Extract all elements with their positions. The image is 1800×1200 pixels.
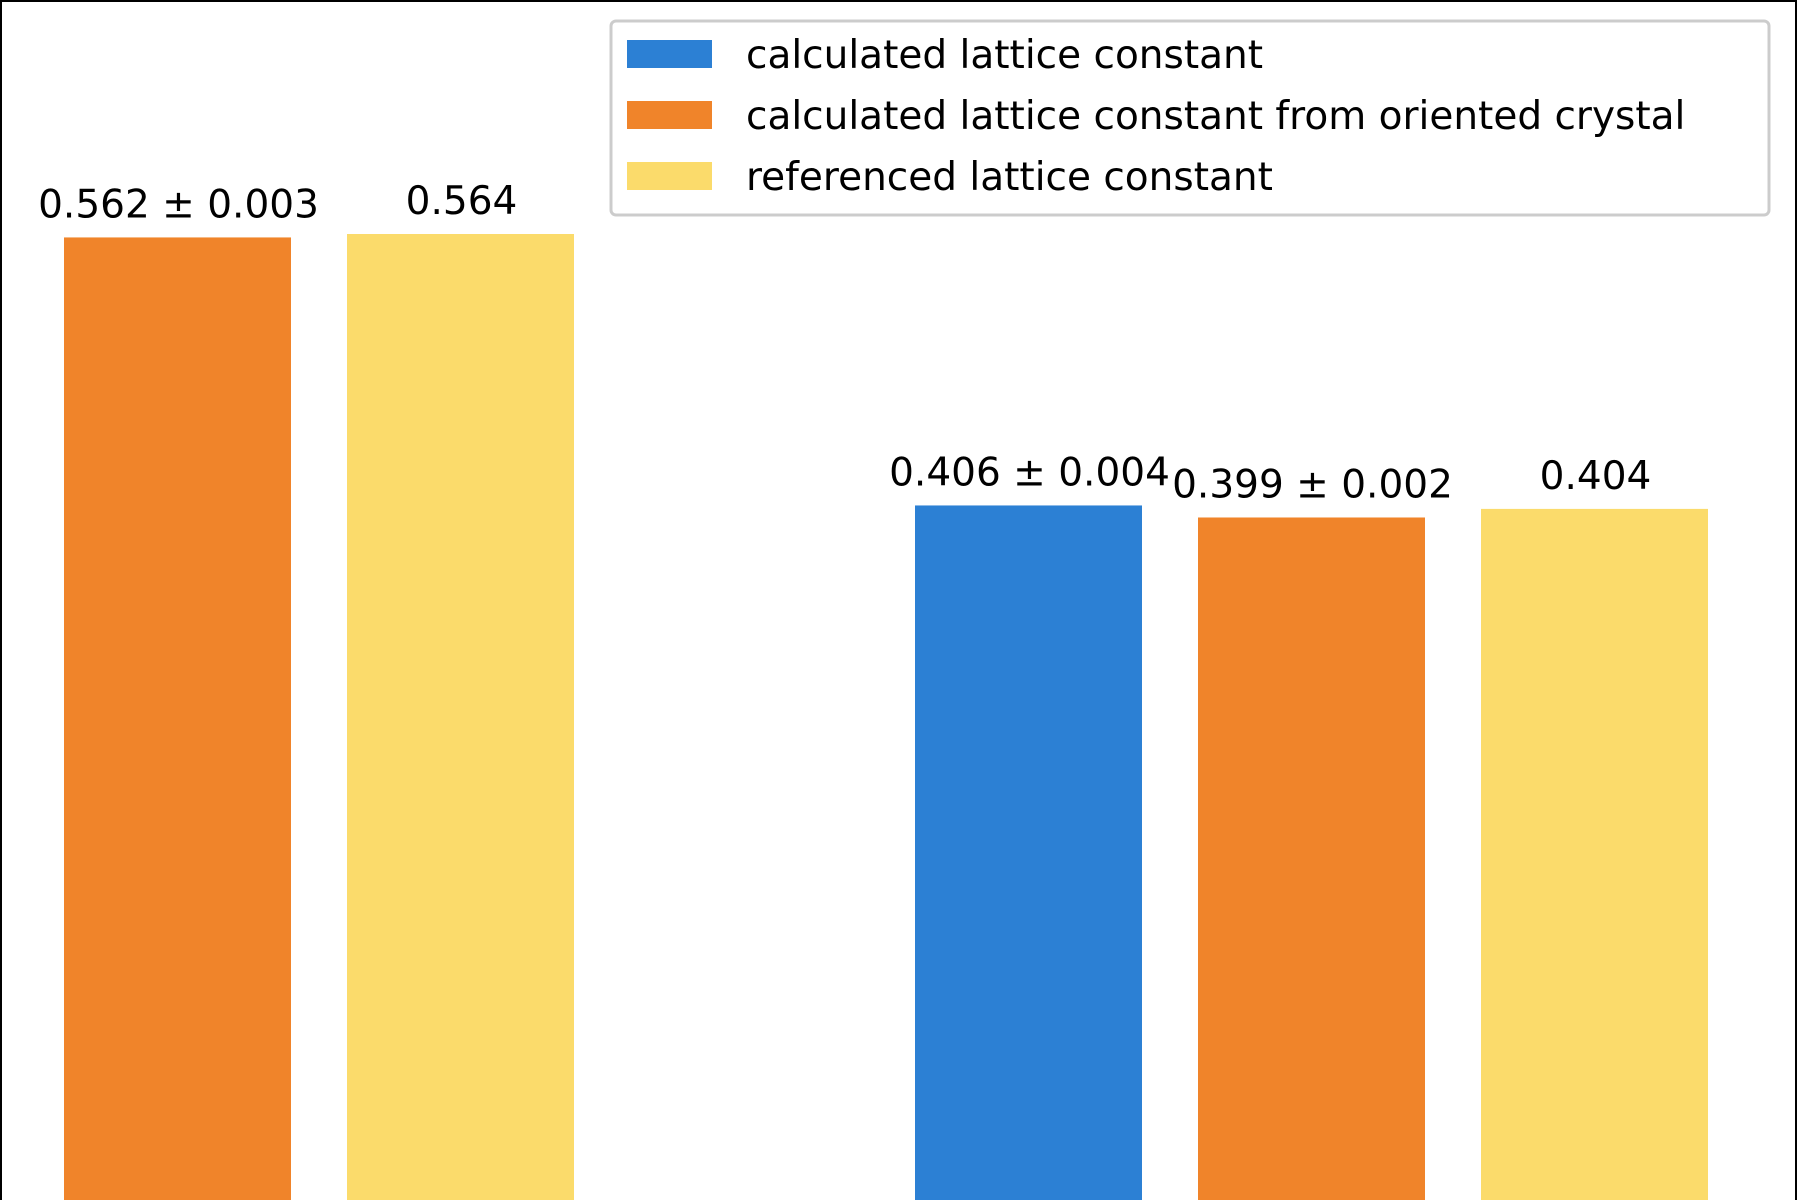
legend-box xyxy=(609,19,1771,217)
bar-labels-layer: 0.562 ± 0.003 0.564 0.406 ± 0.004 0.399 ± 0… xyxy=(38,179,1651,507)
legend-label: calculated lattice constant xyxy=(746,33,1263,78)
bar-value-label: 0.564 xyxy=(406,179,518,224)
bar-value-label: 0.406 ± 0.004 xyxy=(889,450,1170,495)
legend-items: calculated lattice constant calculated la… xyxy=(627,33,1685,200)
bar xyxy=(1481,508,1708,1200)
bar xyxy=(1198,517,1425,1200)
legend-label: referenced lattice constant xyxy=(746,155,1273,200)
bar-value-label: 0.399 ± 0.002 xyxy=(1172,462,1453,507)
legend-label: calculated lattice constant from oriente… xyxy=(746,94,1685,139)
bar xyxy=(64,237,291,1200)
bar xyxy=(915,505,1142,1200)
bar-value-label: 0.404 xyxy=(1540,454,1652,499)
legend-swatch xyxy=(627,101,712,129)
legend-swatch xyxy=(627,162,712,190)
bar-value-label: 0.562 ± 0.003 xyxy=(38,182,319,227)
legend: calculated lattice constant calculated la… xyxy=(609,19,1771,217)
bar xyxy=(347,234,574,1200)
bars-layer xyxy=(64,234,1708,1200)
legend-swatch xyxy=(627,40,712,68)
